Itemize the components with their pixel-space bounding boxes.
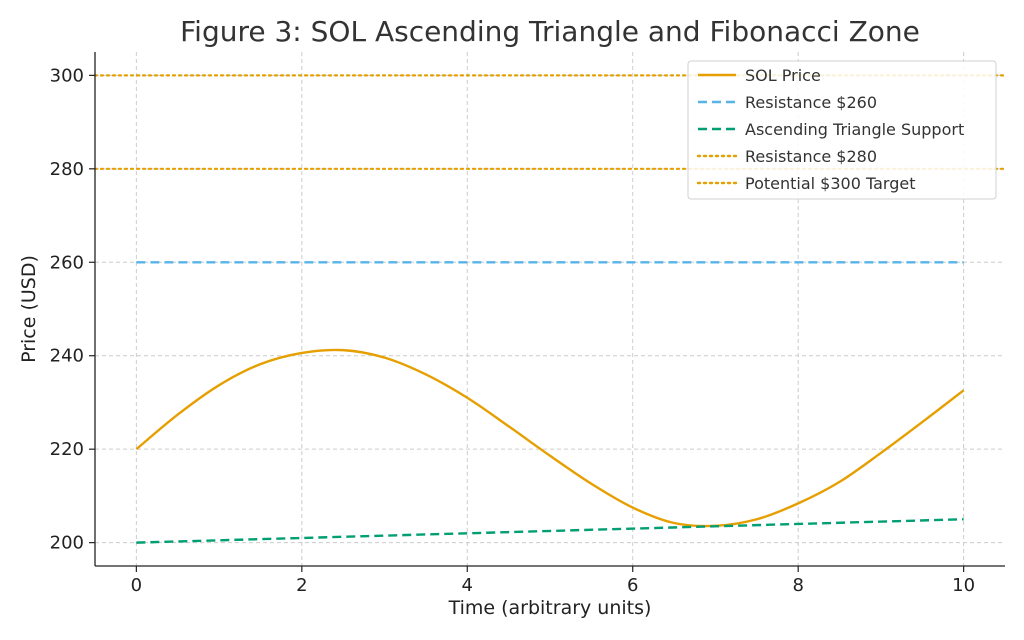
y-axis-label: Price (USD): [18, 255, 40, 363]
y-tick-label: 280: [50, 159, 84, 180]
legend: SOL Price Resistance $260 Ascending Triang…: [687, 60, 997, 200]
y-tick-label: 260: [50, 252, 84, 273]
ticks: 0 2 4 6 8 10 200 220 240 260 280 300: [50, 65, 975, 596]
x-tick-label: 2: [296, 575, 307, 596]
x-tick-label: 0: [131, 575, 142, 596]
y-tick-label: 200: [50, 533, 84, 554]
x-axis-label: Time (arbitrary units): [448, 597, 652, 619]
y-tick-label: 220: [50, 439, 84, 460]
legend-label: Potential $300 Target: [745, 174, 915, 193]
chart-title: Figure 3: SOL Ascending Triangle and Fib…: [180, 15, 920, 48]
axes: [94, 52, 1005, 567]
x-tick-label: 4: [462, 575, 473, 596]
sol-price-line: [135, 348, 965, 528]
legend-label: Resistance $280: [745, 147, 877, 166]
legend-label: Resistance $260: [745, 93, 877, 112]
y-tick-label: 300: [50, 65, 84, 86]
y-tick-label: 240: [50, 346, 84, 367]
triangle-support-line: [136, 518, 964, 544]
x-tick-label: 6: [627, 575, 638, 596]
legend-box: [687, 60, 997, 200]
x-tick-label: 8: [792, 575, 803, 596]
legend-label: Ascending Triangle Support: [745, 120, 964, 139]
legend-label: SOL Price: [745, 66, 821, 85]
x-tick-label: 10: [952, 575, 975, 596]
